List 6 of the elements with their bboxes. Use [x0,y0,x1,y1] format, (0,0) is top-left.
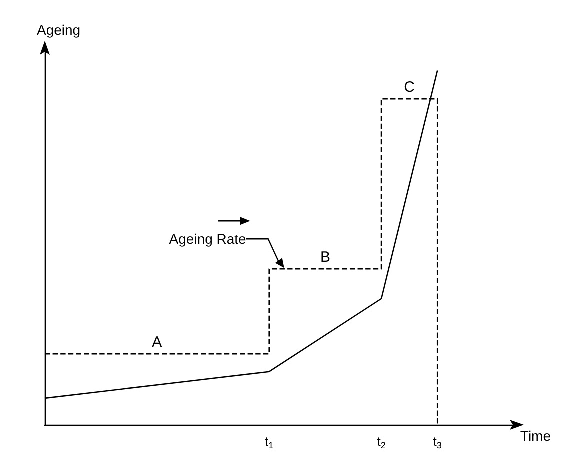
annotation: Ageing Rate [169,231,247,248]
x-axis-title: Time [520,428,552,444]
annotation: B [320,249,330,266]
y-axis-title: Ageing [37,22,81,38]
annotation: C [404,79,416,96]
annotation: A [152,334,162,352]
